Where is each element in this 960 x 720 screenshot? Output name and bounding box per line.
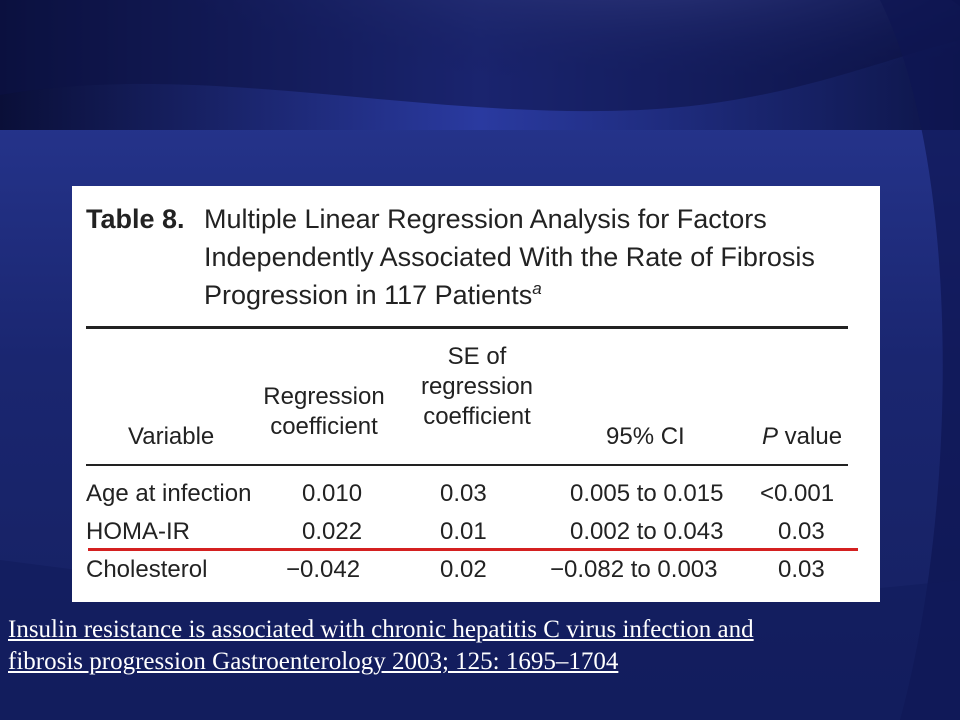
header-se-line-3: coefficient	[423, 403, 531, 430]
header-rule	[86, 464, 848, 466]
row-1-variable: Age at infection	[86, 480, 252, 507]
row-1-p: <0.001	[760, 480, 835, 507]
title-line-3: Progression in 117 Patientsa	[204, 276, 864, 314]
row-2-coef: 0.022	[302, 518, 363, 545]
header-coef-line-1: Regression	[263, 383, 385, 410]
header-se-line-2: regression	[420, 373, 534, 400]
table-label: Table 8.	[86, 204, 185, 234]
row-2-p: 0.03	[778, 518, 825, 545]
header-se-line-1: SE of	[447, 343, 507, 370]
row-1-ci: 0.005 to 0.015	[570, 480, 724, 507]
header-p-value: P value	[762, 422, 842, 452]
row-2-ci: 0.002 to 0.043	[570, 518, 724, 545]
table-title-text: Multiple Linear Regression Analysis for …	[204, 200, 864, 314]
row-2-variable: HOMA-IR	[86, 518, 190, 545]
citation-caption: Insulin resistance is associated with ch…	[8, 614, 960, 678]
title-line-2: Independently Associated With the Rate o…	[204, 242, 815, 272]
highlight-underline	[88, 548, 858, 551]
row-3-p: 0.03	[778, 556, 825, 583]
regression-table: Table 8. Multiple Linear Regression Anal…	[72, 186, 880, 602]
row-3-coef: −0.042	[286, 556, 361, 583]
row-1-coef: 0.010	[302, 480, 363, 507]
header-p-rest: value	[778, 423, 843, 450]
header-regression-coefficient: Regression coefficient	[254, 382, 394, 442]
row-3-se: 0.02	[440, 556, 487, 583]
top-rule	[86, 326, 848, 329]
row-3-ci: −0.082 to 0.003	[550, 556, 718, 583]
caption-line-2: fibrosis progression Gastroenterology 20…	[8, 648, 619, 675]
header-se-coefficient: SE of regression coefficient	[402, 342, 552, 432]
row-2-se: 0.01	[440, 518, 487, 545]
title-line-3-text: Progression in 117 Patients	[204, 280, 533, 310]
footnote-mark: a	[532, 279, 542, 298]
header-ci: 95% CI	[606, 423, 685, 450]
caption-line-1: Insulin resistance is associated with ch…	[8, 616, 754, 643]
row-1-se: 0.03	[440, 480, 487, 507]
header-p-italic: P	[762, 423, 779, 450]
header-variable: Variable	[128, 423, 215, 450]
header-coef-line-2: coefficient	[270, 413, 378, 440]
title-line-1: Multiple Linear Regression Analysis for …	[204, 204, 767, 234]
row-3-variable: Cholesterol	[86, 556, 208, 583]
